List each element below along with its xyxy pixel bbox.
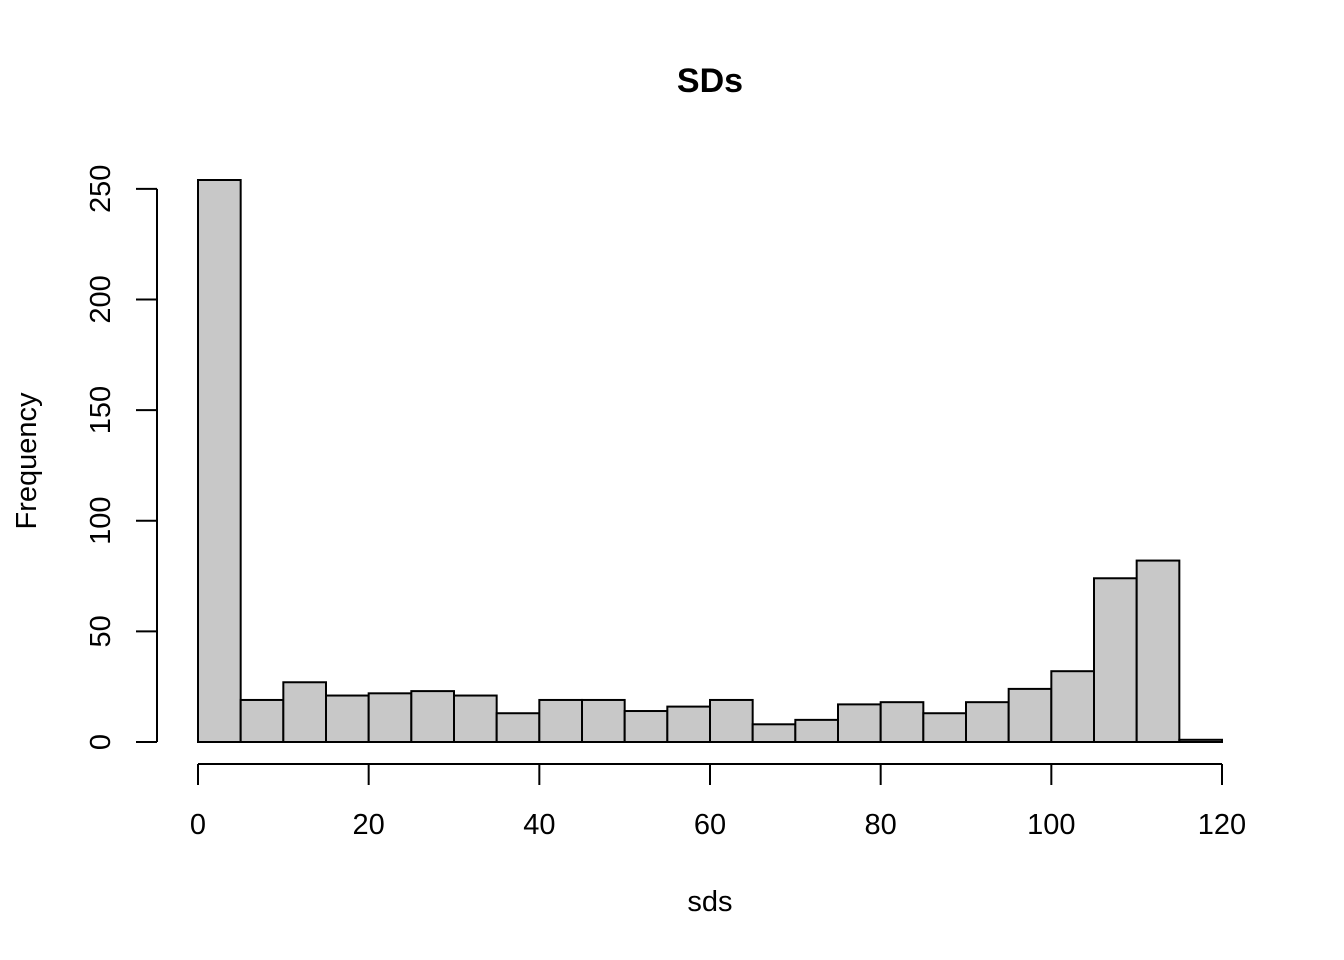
histogram-bar	[709, 698, 754, 744]
histogram-bar	[197, 179, 242, 743]
histogram-bar	[1050, 670, 1096, 743]
x-axis: 0 20 40 60 80 100 120	[190, 763, 1246, 841]
histogram-bar	[879, 701, 925, 743]
y-tick-label: 100	[85, 497, 117, 545]
x-tick-label: 40	[523, 809, 555, 841]
x-tick-label: 0	[190, 809, 206, 841]
histogram-bar	[1135, 559, 1181, 744]
histogram-bar	[453, 694, 498, 744]
histogram-bar	[538, 698, 583, 744]
histogram-bar	[751, 723, 797, 743]
x-axis-label: sds	[687, 886, 732, 918]
histogram-bar	[837, 703, 882, 743]
x-tick-label: 100	[1027, 809, 1075, 841]
histogram-bar	[965, 701, 1010, 743]
y-tick-label: 150	[85, 386, 117, 434]
histogram-bar	[1178, 738, 1224, 744]
chart-title: SDs	[677, 62, 743, 100]
x-tick-label: 80	[865, 809, 897, 841]
histogram-bar	[794, 718, 839, 744]
histogram-bar	[495, 712, 541, 743]
y-tick-label: 200	[85, 275, 117, 323]
y-tick-label: 0	[85, 734, 117, 750]
histogram-bar	[666, 705, 711, 744]
x-tick-label: 20	[353, 809, 385, 841]
histogram-bar	[325, 694, 370, 744]
x-tick-label: 60	[694, 809, 726, 841]
y-tick-label: 50	[85, 615, 117, 647]
histogram-bar	[922, 712, 967, 743]
histogram-bar	[282, 681, 328, 743]
histogram-bar	[410, 690, 456, 743]
y-axis: 0 50 100 150 200 250	[85, 165, 158, 750]
histogram-bar	[581, 698, 626, 744]
y-tick-label: 250	[85, 165, 117, 213]
histogram-bar	[239, 698, 285, 744]
histogram-bar	[1093, 577, 1138, 743]
histogram-bar	[1007, 687, 1053, 744]
x-tick-label: 120	[1198, 809, 1246, 841]
y-axis-label: Frequency	[11, 392, 43, 530]
histogram-bar	[367, 692, 413, 743]
histogram-bar	[623, 710, 669, 743]
histogram-bars	[197, 179, 1224, 744]
